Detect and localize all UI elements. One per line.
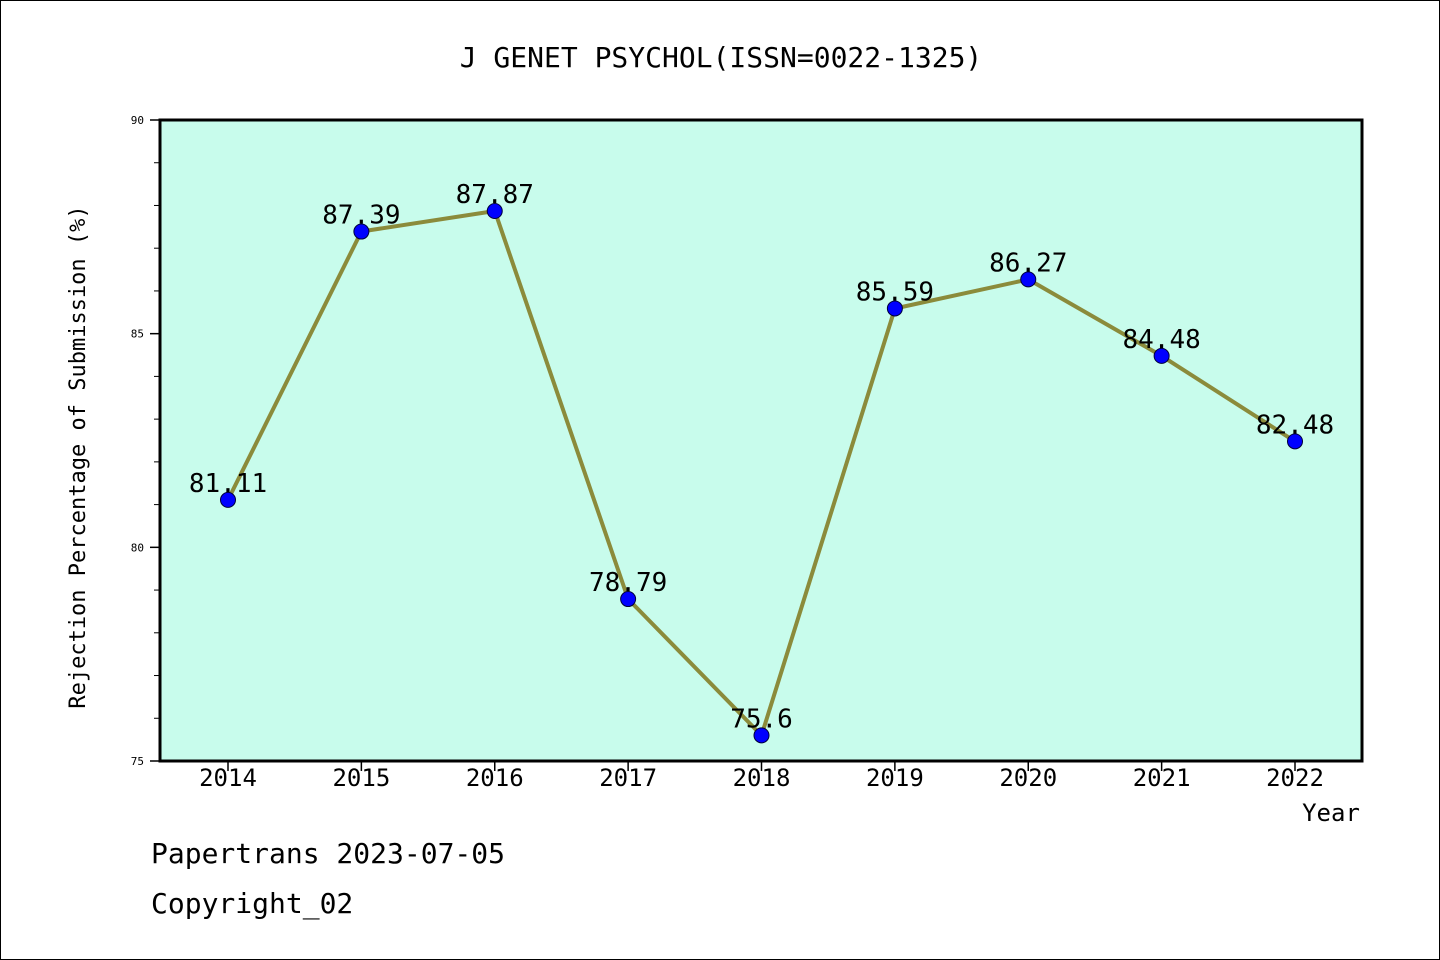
x-tick-label: 2016 bbox=[466, 764, 524, 792]
data-point-marker bbox=[486, 203, 503, 220]
x-tick-label: 2015 bbox=[332, 764, 390, 792]
data-point-marker bbox=[1020, 271, 1037, 288]
data-point-marker bbox=[1287, 433, 1303, 450]
data-point-label: 78.79 bbox=[589, 568, 667, 598]
x-tick-label: 2017 bbox=[599, 764, 657, 792]
data-markers bbox=[220, 203, 1303, 744]
data-point-label: 81.11 bbox=[189, 469, 267, 499]
y-axis-ticks: 75 80 85 90 bbox=[131, 114, 160, 768]
x-tick-label: 2022 bbox=[1266, 764, 1324, 792]
data-point-marker bbox=[753, 727, 770, 744]
data-point-label: 85.59 bbox=[856, 277, 934, 307]
data-point-label: 75.6 bbox=[730, 704, 793, 734]
data-point-label: 84.48 bbox=[1122, 325, 1200, 355]
data-point-marker bbox=[620, 591, 637, 608]
data-point-label: 82.48 bbox=[1256, 410, 1334, 440]
data-point-marker bbox=[1153, 347, 1170, 364]
x-tick-label: 2019 bbox=[866, 764, 924, 792]
y-tick-label: 80 bbox=[131, 541, 144, 554]
data-point-marker bbox=[220, 491, 236, 508]
x-axis-ticks: 2014 2015 2016 2017 2018 2019 2020 2021 2022 bbox=[199, 761, 1324, 792]
y-tick-label: 90 bbox=[131, 114, 144, 127]
data-point-label: 86.27 bbox=[989, 248, 1067, 278]
y-tick-label: 75 bbox=[131, 755, 144, 768]
x-tick-label: 2018 bbox=[733, 764, 791, 792]
data-point-label: 87.39 bbox=[322, 201, 400, 231]
x-tick-label: 2021 bbox=[1133, 764, 1191, 792]
footer-date-text: Papertrans 2023-07-05 bbox=[151, 837, 506, 870]
y-axis-label: Rejection Percentage of Submission (%) bbox=[66, 205, 91, 708]
y-tick-label: 85 bbox=[131, 328, 144, 341]
data-point-marker bbox=[886, 300, 903, 317]
x-axis-label: Year bbox=[1302, 799, 1360, 827]
footer-copyright-text: Copyright_02 bbox=[151, 887, 354, 920]
data-labels: 81.11 87.39 87.87 78.79 75.6 85.59 86.27 84.48 8… bbox=[189, 180, 1334, 734]
chart-title: J GENET PSYCHOL(ISSN=0022-1325) bbox=[460, 41, 983, 74]
x-tick-label: 2020 bbox=[999, 764, 1057, 792]
x-tick-label: 2014 bbox=[199, 764, 257, 792]
data-point-marker bbox=[353, 223, 370, 240]
data-point-label: 87.87 bbox=[456, 180, 534, 210]
